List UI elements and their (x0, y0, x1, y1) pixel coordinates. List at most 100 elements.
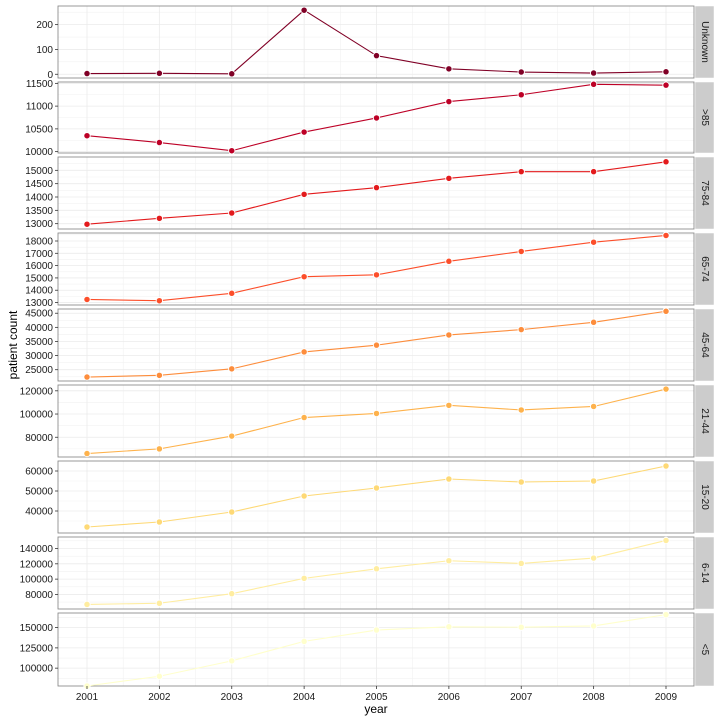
y-tick-label: 50000 (25, 487, 53, 498)
y-tick-label: 15000 (25, 166, 53, 177)
data-point (228, 70, 236, 78)
data-point (589, 622, 598, 630)
data-point (228, 432, 236, 440)
facet-strip (694, 460, 715, 534)
data-point (372, 409, 381, 418)
data-point (155, 371, 164, 380)
panel-border (57, 536, 695, 610)
data-point (589, 80, 598, 88)
data-point (517, 478, 525, 486)
x-tick-label: 2006 (438, 692, 461, 703)
data-point (155, 69, 164, 77)
data-point (589, 69, 598, 77)
y-tick-label: 30000 (25, 351, 53, 362)
y-tick-label: 100000 (20, 410, 54, 421)
facet-strip-label: 45-64 (699, 332, 710, 358)
panel-border (57, 308, 695, 382)
data-point (662, 385, 670, 393)
panel-background (58, 385, 694, 457)
data-point (517, 168, 525, 176)
facet-strip-label: <5 (699, 644, 710, 656)
data-point (155, 297, 164, 305)
facet-strip-label: 75-84 (699, 180, 710, 206)
data-point (445, 97, 453, 106)
data-point (589, 168, 598, 176)
x-tick-label: 2001 (76, 692, 99, 703)
x-tick-label: 2005 (365, 692, 388, 703)
data-point (83, 220, 91, 228)
data-point (300, 190, 308, 198)
data-point (517, 91, 525, 99)
data-point (372, 271, 381, 279)
data-point (517, 623, 525, 631)
facet-strip (694, 156, 715, 230)
data-point (517, 247, 525, 256)
panel-border (57, 156, 695, 230)
y-tick-label: 80000 (25, 433, 53, 444)
data-point (83, 69, 91, 78)
data-point (372, 341, 381, 349)
data-point (517, 406, 525, 414)
data-point (372, 52, 381, 60)
panel-background (58, 6, 694, 78)
data-point (83, 523, 91, 531)
data-point (300, 413, 308, 422)
y-tick-label: 14000 (25, 193, 53, 204)
data-point (372, 184, 381, 192)
data-point (445, 557, 453, 565)
data-point (372, 484, 381, 492)
y-tick-label: 60000 (25, 467, 53, 478)
y-tick-label: 14500 (25, 179, 53, 190)
panel-border (57, 612, 695, 687)
data-point (662, 158, 670, 166)
y-tick-label: 100 (36, 45, 53, 56)
data-point (517, 325, 525, 334)
data-point (662, 536, 670, 545)
x-tick-label: 2003 (221, 692, 244, 703)
facet-strip (694, 536, 715, 610)
facet-strip (694, 612, 715, 687)
y-tick-label: 13000 (25, 298, 53, 309)
y-tick-label: 16000 (25, 261, 53, 272)
data-point (300, 273, 308, 281)
x-axis-title: year (364, 702, 387, 716)
y-tick-label: 200 (36, 20, 53, 31)
facet-strip-label: 21-44 (699, 408, 710, 434)
data-point (83, 600, 91, 609)
panel-background (58, 537, 694, 609)
data-point (445, 331, 453, 339)
y-tick-label: 13000 (25, 219, 53, 230)
facet-strip-label: 6-14 (699, 563, 710, 583)
data-point (155, 445, 164, 453)
panel-border (57, 460, 695, 534)
data-point (589, 402, 598, 411)
data-point (228, 289, 236, 297)
data-point (445, 475, 453, 483)
data-point (228, 508, 236, 516)
data-point (83, 295, 91, 304)
y-tick-label: 40000 (25, 507, 53, 518)
panel-background (58, 613, 694, 686)
y-tick-label: 17000 (25, 249, 53, 260)
facet-strip (694, 384, 715, 458)
facet-strip-label: Unknown (699, 21, 710, 63)
data-point (662, 610, 670, 619)
data-point (589, 318, 598, 326)
y-tick-label: 11500 (26, 79, 54, 90)
y-tick-label: 45000 (25, 309, 53, 320)
data-point (372, 565, 381, 573)
panel-background (58, 157, 694, 229)
y-tick-label: 18000 (25, 237, 53, 248)
data-point (83, 373, 91, 381)
y-tick-label: 35000 (25, 337, 53, 348)
data-point (228, 365, 236, 373)
y-tick-label: 80000 (25, 590, 53, 601)
panel-border (57, 5, 695, 79)
data-point (155, 599, 164, 607)
data-point (83, 132, 91, 140)
facet-strip-label: 65-74 (699, 256, 710, 282)
y-tick-label: 10500 (25, 124, 53, 135)
y-tick-label: 15000 (25, 273, 53, 284)
data-point (155, 214, 164, 222)
